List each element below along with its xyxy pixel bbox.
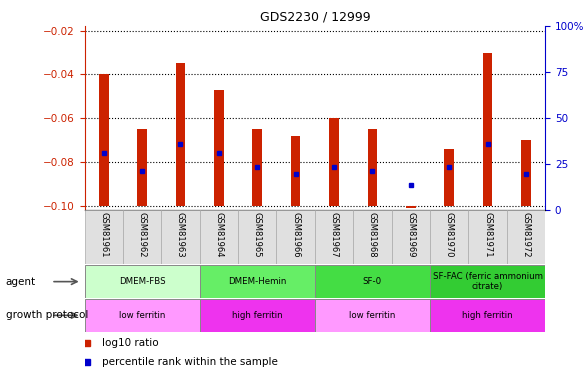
Bar [483, 53, 492, 206]
Bar [138, 129, 147, 206]
Bar [85, 210, 123, 264]
Text: high ferritin: high ferritin [462, 311, 513, 320]
Bar [199, 265, 315, 298]
Bar [315, 210, 353, 264]
Bar [368, 129, 377, 206]
Text: high ferritin: high ferritin [232, 311, 283, 320]
Text: GSM81969: GSM81969 [406, 212, 415, 258]
Bar [238, 210, 276, 264]
Text: GSM81971: GSM81971 [483, 212, 492, 258]
Text: low ferritin: low ferritin [119, 311, 166, 320]
Text: log10 ratio: log10 ratio [102, 338, 159, 348]
Bar [430, 299, 545, 332]
Text: GSM81966: GSM81966 [291, 212, 300, 258]
Text: DMEM-FBS: DMEM-FBS [119, 277, 166, 286]
Text: GSM81968: GSM81968 [368, 212, 377, 258]
Bar [175, 63, 185, 206]
Bar [123, 210, 161, 264]
Text: SF-FAC (ferric ammonium
citrate): SF-FAC (ferric ammonium citrate) [433, 272, 543, 291]
Bar [214, 90, 224, 206]
Text: GSM81972: GSM81972 [521, 212, 531, 258]
Text: SF-0: SF-0 [363, 277, 382, 286]
Text: GSM81965: GSM81965 [253, 212, 262, 258]
Bar [329, 118, 339, 206]
Text: percentile rank within the sample: percentile rank within the sample [102, 357, 278, 367]
Bar [85, 299, 199, 332]
Bar [161, 210, 199, 264]
Bar [468, 210, 507, 264]
Text: growth protocol: growth protocol [6, 310, 88, 320]
Bar [315, 299, 430, 332]
Bar [276, 210, 315, 264]
Text: low ferritin: low ferritin [349, 311, 396, 320]
Bar [521, 140, 531, 206]
Bar [199, 210, 238, 264]
Bar [430, 265, 545, 298]
Text: GSM81963: GSM81963 [176, 212, 185, 258]
Bar [252, 129, 262, 206]
Bar [315, 265, 430, 298]
Bar [99, 74, 108, 206]
Bar [406, 206, 416, 208]
Text: GSM81961: GSM81961 [99, 212, 108, 258]
Title: GDS2230 / 12999: GDS2230 / 12999 [259, 11, 370, 24]
Text: GSM81967: GSM81967 [329, 212, 339, 258]
Bar [353, 210, 392, 264]
Bar [430, 210, 468, 264]
Bar [444, 149, 454, 206]
Text: GSM81970: GSM81970 [445, 212, 454, 258]
Bar [507, 210, 545, 264]
Text: GSM81964: GSM81964 [215, 212, 223, 258]
Bar [392, 210, 430, 264]
Text: DMEM-Hemin: DMEM-Hemin [228, 277, 286, 286]
Bar [199, 299, 315, 332]
Text: agent: agent [6, 277, 36, 286]
Text: GSM81962: GSM81962 [138, 212, 146, 258]
Bar [291, 136, 300, 206]
Bar [85, 265, 199, 298]
